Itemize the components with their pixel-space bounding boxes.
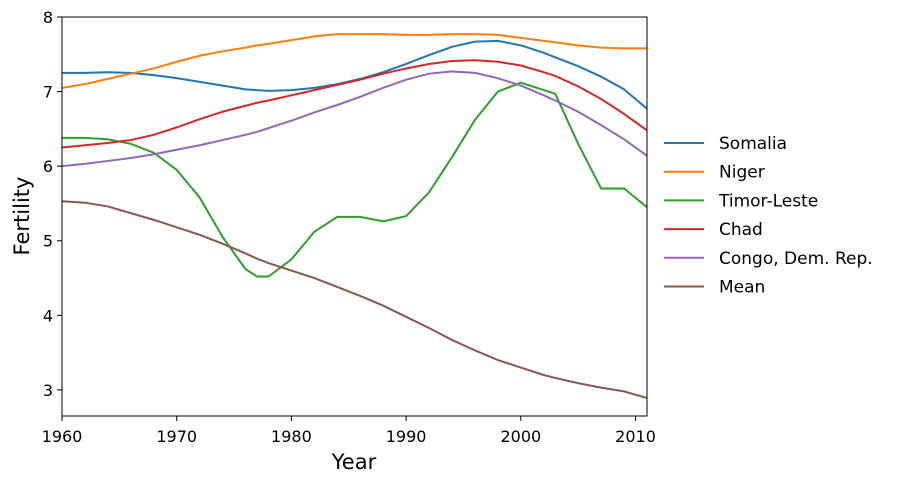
y-tick-label: 5 <box>43 232 53 251</box>
plot-frame <box>61 16 648 417</box>
x-tick-label: 1980 <box>271 427 312 446</box>
legend-label: Mean <box>719 278 765 298</box>
x-tick-label: 1970 <box>156 427 197 446</box>
x-tick-label: 2000 <box>500 427 541 446</box>
x-tick-label: 1990 <box>386 427 427 446</box>
series-line <box>62 81 647 278</box>
series-line <box>62 59 647 149</box>
y-tick-label: 3 <box>43 381 53 400</box>
series-line <box>62 200 647 400</box>
y-tick-label: 6 <box>43 157 53 176</box>
legend-label: Somalia <box>719 134 787 154</box>
legend-label: Timor-Leste <box>718 191 818 211</box>
legend-label: Niger <box>719 163 765 183</box>
legend-label: Chad <box>719 220 763 240</box>
legend-label: Congo, Dem. Rep. <box>719 249 873 269</box>
y-axis-label: Fertility <box>10 177 34 256</box>
series-line <box>62 33 647 89</box>
y-tick-label: 4 <box>43 306 53 325</box>
x-tick-label: 1960 <box>42 427 83 446</box>
x-tick-label: 2010 <box>615 427 656 446</box>
y-tick-label: 8 <box>43 8 53 27</box>
y-tick-label: 7 <box>43 83 53 102</box>
x-axis-label: Year <box>331 450 377 474</box>
series-line <box>62 70 647 168</box>
